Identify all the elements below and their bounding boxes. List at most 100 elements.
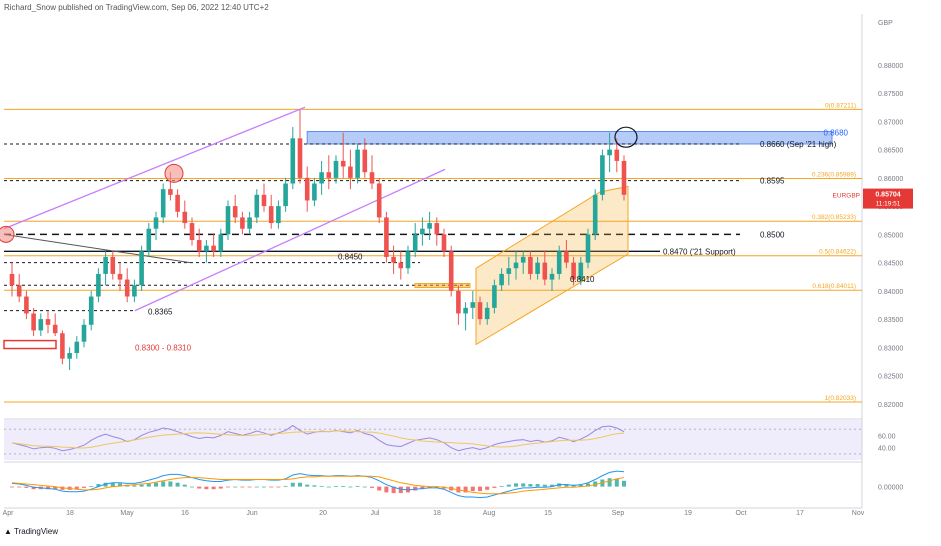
last-price-label: 0.85704 — [875, 192, 900, 199]
macd-histogram-bar — [161, 481, 166, 487]
candle-body — [31, 313, 36, 331]
macd-signal-line — [11, 475, 625, 495]
x-tick-label: 18 — [66, 510, 74, 517]
candle-body — [614, 149, 620, 161]
candle-body — [456, 290, 461, 314]
last-price-tag — [863, 188, 913, 209]
candle-body — [276, 206, 281, 224]
candle-body — [218, 234, 224, 252]
candle-body — [110, 256, 116, 274]
macd-histogram-bar — [154, 482, 158, 487]
macd-histogram-bar — [269, 486, 274, 488]
macd-histogram-bar — [146, 483, 151, 487]
annotation-label: 0.8500 — [760, 230, 785, 239]
candle-body — [477, 302, 483, 320]
macd-histogram-bar — [362, 486, 367, 488]
candle-body — [470, 302, 476, 308]
macd-histogram-bar — [312, 485, 317, 487]
macd-histogram-bar — [31, 486, 36, 490]
x-tick-label: May — [120, 510, 134, 517]
macd-histogram-bar — [535, 484, 540, 487]
macd-histogram-bar — [168, 481, 173, 487]
candle-body — [376, 183, 382, 218]
macd-histogram-bar — [499, 485, 504, 487]
macd-histogram-bar — [240, 486, 245, 488]
macd-histogram-bar — [182, 484, 187, 487]
candle-body — [168, 189, 173, 195]
candle-body — [24, 296, 29, 314]
candle-body — [427, 223, 432, 229]
macd-histogram-bar — [298, 482, 302, 487]
orange-support-zone — [414, 283, 471, 289]
y-tick-label: 0.87000 — [878, 119, 903, 126]
fib-level-label: 0.382(0.85233) — [812, 214, 856, 221]
candle-body — [204, 245, 209, 252]
macd-histogram-bar — [398, 486, 403, 494]
candle-body — [160, 189, 166, 218]
x-tick-label: 20 — [319, 510, 327, 517]
candle-body — [16, 285, 22, 297]
candle-body — [348, 166, 353, 178]
y-tick-label: 0.87500 — [878, 91, 903, 98]
macd-histogram-bar — [190, 486, 194, 488]
y-tick-label: 0.83500 — [878, 317, 903, 324]
candle-body — [67, 353, 72, 359]
macd-histogram-bar — [550, 484, 554, 487]
candle-body — [60, 333, 65, 359]
macd-histogram-bar — [10, 486, 14, 488]
candle-body — [513, 262, 519, 269]
fib-level-label: 0.236(0.85989) — [812, 171, 856, 178]
rsi-panel-background — [4, 420, 862, 460]
candle-body — [535, 262, 540, 274]
highlight-circle — [164, 163, 184, 183]
candle-body — [232, 206, 238, 218]
candle-body — [45, 319, 51, 325]
candle-body — [369, 172, 375, 184]
tradingview-logo[interactable]: ▲ TradingView — [4, 527, 58, 536]
candle-body — [153, 217, 159, 229]
x-tick-label: Aug — [483, 510, 496, 517]
candle-body — [189, 223, 195, 241]
macd-histogram-bar — [542, 484, 547, 487]
candle-body — [571, 262, 576, 280]
candle-body — [124, 279, 130, 297]
candle-body — [420, 228, 425, 235]
macd-histogram-bar — [370, 486, 374, 488]
candle-body — [283, 183, 288, 207]
candle-body — [405, 251, 411, 269]
macd-histogram-bar — [506, 484, 511, 487]
candle-body — [74, 341, 80, 354]
candle-body — [463, 307, 468, 314]
candle-body — [398, 262, 404, 269]
candle-body — [254, 194, 260, 218]
macd-histogram-bar — [492, 486, 497, 488]
macd-histogram-bar — [139, 484, 144, 487]
macd-histogram-bar — [319, 485, 324, 487]
x-tick-label: 16 — [181, 510, 189, 517]
macd-histogram-bar — [283, 485, 288, 487]
candle-body — [333, 160, 339, 178]
macd-histogram-bar — [434, 486, 439, 488]
candle-body — [448, 251, 454, 291]
macd-histogram-bar — [226, 486, 230, 488]
macd-histogram-bar — [103, 482, 108, 487]
macd-histogram-bar — [233, 486, 238, 488]
y-tick-label: 0.84000 — [878, 289, 903, 296]
candle-body — [506, 268, 512, 274]
support-zone-0.8300 — [3, 339, 57, 350]
candle-body — [556, 251, 562, 274]
candle-body — [434, 223, 440, 235]
x-tick-label: 17 — [796, 510, 804, 517]
countdown-label: 11:19:51 — [876, 201, 901, 208]
macd-histogram-bar — [478, 486, 482, 492]
candle-body — [146, 228, 152, 252]
candle-body — [261, 194, 267, 207]
candle-body — [520, 256, 526, 263]
candle-body — [139, 251, 144, 286]
y-tick-label: 0.84500 — [878, 261, 903, 268]
candle-body — [499, 273, 504, 286]
rising-channel — [475, 185, 629, 346]
resistance-zone — [306, 131, 833, 145]
macd-histogram-bar — [413, 486, 418, 491]
